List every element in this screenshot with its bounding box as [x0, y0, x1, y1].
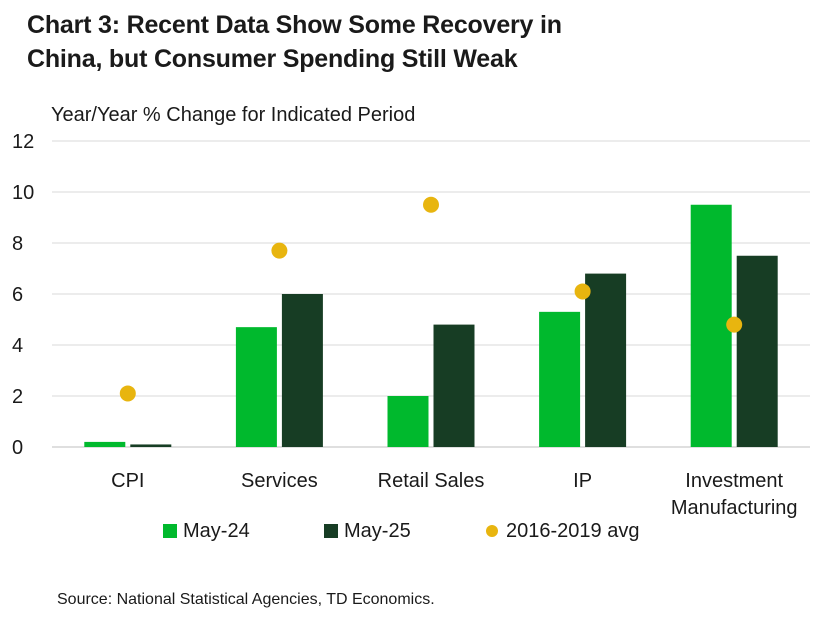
- bar-may-25-services: [281, 294, 323, 447]
- y-tick-label-10: 10: [12, 182, 34, 204]
- bar-may-25-investment-manufacturing: [736, 255, 778, 447]
- y-tick-label-12: 12: [12, 131, 34, 153]
- legend-label-may-25: May-25: [344, 519, 411, 542]
- dot-avg-services: [271, 242, 288, 259]
- legend: May-24 May-25 2016-2019 avg: [0, 516, 827, 546]
- x-tick-label-services: Services: [241, 470, 318, 492]
- legend-swatch-may-24: [163, 524, 177, 538]
- y-tick-label-4: 4: [12, 335, 23, 357]
- y-axis-label: Year/Year % Change for Indicated Period: [51, 104, 416, 126]
- bar-may-25-cpi: [130, 444, 172, 447]
- dot-avg-ip: [574, 283, 591, 300]
- source-note: Source: National Statistical Agencies, T…: [57, 591, 435, 608]
- bar-may-25-ip: [585, 273, 627, 447]
- chart-title-line-2: China, but Consumer Spending Still Weak: [27, 45, 518, 73]
- legend-swatch-avg: [486, 525, 498, 537]
- x-tick-label-investment-manufacturing: Investment Manufacturing: [671, 470, 798, 519]
- x-tick-label-cpi: CPI: [111, 470, 144, 492]
- y-tick-label-0: 0: [12, 437, 23, 459]
- bar-may-24-retail-sales: [387, 396, 429, 447]
- bar-may-24-investment-manufacturing: [690, 204, 732, 447]
- legend-item-may-24: May-24: [163, 516, 250, 546]
- gridlines: [52, 140, 810, 397]
- dot-avg-cpi: [119, 385, 136, 402]
- y-tick-label-6: 6: [12, 284, 23, 306]
- bars: [84, 204, 778, 447]
- bar-may-25-retail-sales: [433, 324, 475, 447]
- x-tick-label-retail-sales: Retail Sales: [378, 470, 485, 492]
- y-tick-label-2: 2: [12, 386, 23, 408]
- x-axis-labels: CPI Services Retail Sales IP Investment Manuf…: [111, 470, 797, 519]
- bar-may-24-ip: [539, 311, 581, 447]
- avg-dots: [119, 196, 743, 402]
- legend-label-avg: 2016-2019 avg: [506, 519, 640, 542]
- y-tick-label-8: 8: [12, 233, 23, 255]
- dot-avg-investment-manufacturing: [726, 316, 743, 333]
- x-tick-label-ip: IP: [573, 470, 592, 492]
- bar-may-24-cpi: [84, 441, 126, 447]
- legend-item-avg: 2016-2019 avg: [486, 516, 639, 546]
- legend-item-may-25: May-25: [324, 516, 411, 546]
- legend-swatch-may-25: [324, 524, 338, 538]
- dot-avg-retail-sales: [423, 196, 439, 213]
- chart-title-line-1: Chart 3: Recent Data Show Some Recovery …: [27, 11, 562, 39]
- chart-title: Chart 3: Recent Data Show Some Recovery …: [27, 8, 562, 76]
- y-axis-ticks: 0 2 4 6 8 10 12: [12, 131, 34, 459]
- legend-label-may-24: May-24: [183, 519, 250, 542]
- bar-may-24-services: [235, 327, 277, 447]
